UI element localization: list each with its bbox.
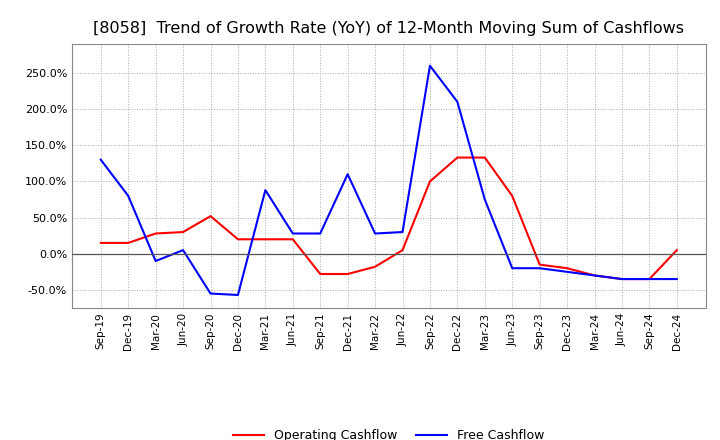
Operating Cashflow <box>179 229 187 235</box>
Free Cashflow <box>590 273 599 278</box>
Operating Cashflow <box>343 271 352 277</box>
Line: Free Cashflow: Free Cashflow <box>101 66 677 295</box>
Free Cashflow <box>261 187 270 193</box>
Operating Cashflow <box>426 179 434 184</box>
Free Cashflow <box>563 269 572 275</box>
Operating Cashflow <box>289 237 297 242</box>
Free Cashflow <box>398 229 407 235</box>
Operating Cashflow <box>398 247 407 253</box>
Free Cashflow <box>233 292 242 297</box>
Legend: Operating Cashflow, Free Cashflow: Operating Cashflow, Free Cashflow <box>228 424 550 440</box>
Free Cashflow <box>536 266 544 271</box>
Free Cashflow <box>453 99 462 105</box>
Operating Cashflow <box>371 264 379 269</box>
Operating Cashflow <box>453 155 462 160</box>
Title: [8058]  Trend of Growth Rate (YoY) of 12-Month Moving Sum of Cashflows: [8058] Trend of Growth Rate (YoY) of 12-… <box>94 21 684 36</box>
Free Cashflow <box>316 231 325 236</box>
Free Cashflow <box>371 231 379 236</box>
Operating Cashflow <box>536 262 544 267</box>
Operating Cashflow <box>316 271 325 277</box>
Free Cashflow <box>124 193 132 198</box>
Operating Cashflow <box>96 240 105 246</box>
Free Cashflow <box>179 247 187 253</box>
Free Cashflow <box>672 276 681 282</box>
Operating Cashflow <box>508 193 516 198</box>
Operating Cashflow <box>233 237 242 242</box>
Operating Cashflow <box>151 231 160 236</box>
Free Cashflow <box>480 197 489 202</box>
Free Cashflow <box>289 231 297 236</box>
Operating Cashflow <box>124 240 132 246</box>
Free Cashflow <box>508 266 516 271</box>
Operating Cashflow <box>645 276 654 282</box>
Operating Cashflow <box>206 213 215 219</box>
Operating Cashflow <box>590 273 599 278</box>
Free Cashflow <box>343 172 352 177</box>
Free Cashflow <box>206 291 215 296</box>
Operating Cashflow <box>261 237 270 242</box>
Operating Cashflow <box>480 155 489 160</box>
Operating Cashflow <box>618 276 626 282</box>
Free Cashflow <box>426 63 434 68</box>
Line: Operating Cashflow: Operating Cashflow <box>101 158 677 279</box>
Free Cashflow <box>645 276 654 282</box>
Operating Cashflow <box>563 266 572 271</box>
Free Cashflow <box>618 276 626 282</box>
Free Cashflow <box>96 157 105 162</box>
Operating Cashflow <box>672 247 681 253</box>
Free Cashflow <box>151 258 160 264</box>
